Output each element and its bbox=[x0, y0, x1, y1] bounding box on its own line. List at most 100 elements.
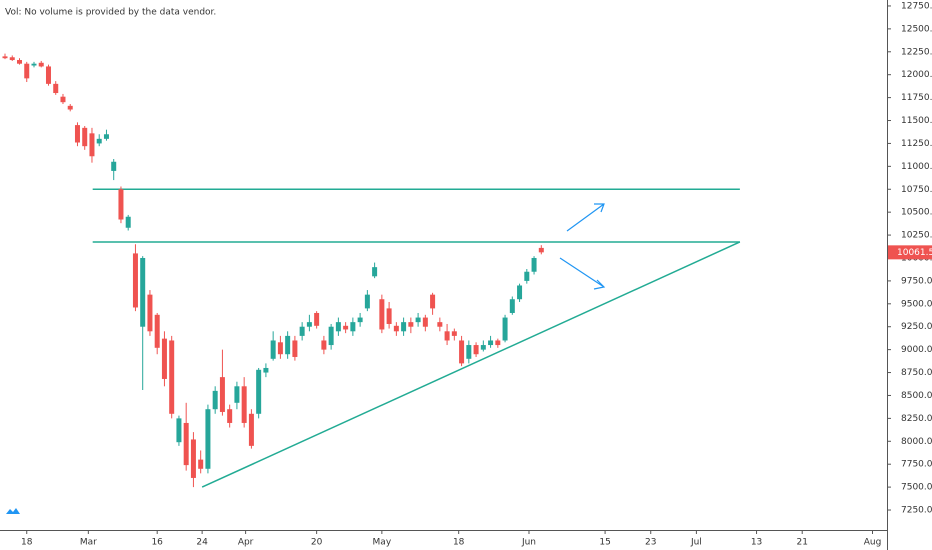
candle-body bbox=[509, 299, 515, 313]
candle-body bbox=[502, 317, 508, 341]
x-tick-label: Jun bbox=[521, 538, 536, 548]
candle-body bbox=[343, 325, 349, 330]
candle-body bbox=[357, 317, 363, 323]
candle-body bbox=[372, 267, 378, 277]
candle-body bbox=[31, 63, 37, 66]
y-tick-label: 8250.00 bbox=[901, 414, 932, 424]
candle-body bbox=[473, 345, 479, 355]
candle-body bbox=[430, 294, 436, 309]
candle-body bbox=[364, 294, 370, 309]
candle-body bbox=[270, 340, 276, 359]
candle-body bbox=[125, 216, 131, 228]
candle-body bbox=[176, 418, 182, 443]
candle-body bbox=[67, 105, 73, 110]
candle-body bbox=[386, 308, 392, 324]
arrows bbox=[559, 203, 606, 290]
logo-mark bbox=[6, 508, 20, 514]
candle-body bbox=[285, 335, 291, 355]
y-tick-label: 12750.00 bbox=[901, 1, 932, 11]
candle-body bbox=[227, 409, 233, 423]
x-tick-label: Jul bbox=[690, 538, 702, 548]
candle-body bbox=[415, 317, 421, 323]
y-tick-label: 12000.00 bbox=[901, 70, 932, 80]
x-tick-label: May bbox=[373, 538, 392, 548]
candle-body bbox=[393, 325, 399, 332]
candle-body bbox=[132, 253, 138, 308]
candle-body bbox=[9, 57, 15, 61]
y-tick-label: 11500.00 bbox=[901, 116, 932, 126]
trend-line bbox=[201, 241, 741, 488]
candle-body bbox=[444, 331, 450, 341]
x-tick-label: Mar bbox=[80, 538, 97, 548]
candle-body bbox=[538, 247, 544, 253]
candle-body bbox=[488, 340, 494, 346]
last-price-label: 10061.55 bbox=[897, 248, 932, 258]
y-tick-label: 10250.00 bbox=[901, 231, 932, 241]
x-tick-label: 23 bbox=[645, 538, 656, 548]
y-tick-label: 8750.00 bbox=[901, 368, 932, 378]
candle-body bbox=[459, 340, 465, 364]
candle-body bbox=[306, 322, 312, 327]
candle-body bbox=[2, 56, 8, 59]
candle-body bbox=[234, 386, 240, 403]
candle-body bbox=[60, 96, 66, 103]
candle-body bbox=[248, 413, 254, 446]
candle-body bbox=[205, 409, 211, 469]
candle-body bbox=[350, 322, 356, 332]
candle-body bbox=[161, 338, 167, 379]
candle-body bbox=[517, 285, 523, 300]
candle-body bbox=[111, 161, 117, 171]
candle-body bbox=[96, 138, 102, 144]
y-tick-label: 7500.00 bbox=[901, 483, 932, 493]
y-tick-label: 11250.00 bbox=[901, 139, 932, 149]
candle-body bbox=[263, 367, 269, 373]
candle-body bbox=[118, 189, 124, 220]
x-tick-label: Apr bbox=[238, 538, 254, 548]
candle-body bbox=[169, 340, 175, 414]
x-tick-label: 24 bbox=[196, 538, 208, 548]
x-tick-label: 18 bbox=[453, 538, 465, 548]
y-tick-label: 9000.00 bbox=[901, 345, 932, 355]
candle-body bbox=[198, 459, 204, 469]
candle-body bbox=[524, 271, 530, 281]
candle-body bbox=[321, 340, 327, 350]
x-tick-label: 20 bbox=[311, 538, 323, 548]
y-tick-label: 8500.00 bbox=[901, 391, 932, 401]
candle-body bbox=[74, 125, 80, 143]
candle-body bbox=[299, 326, 305, 336]
candle-body bbox=[335, 322, 341, 332]
candle-body bbox=[103, 134, 109, 139]
candle-body bbox=[408, 322, 414, 327]
candle-body bbox=[38, 62, 44, 67]
candle-body bbox=[219, 377, 225, 412]
y-tick-label: 10750.00 bbox=[901, 185, 932, 195]
candle-body bbox=[45, 66, 51, 84]
y-tick-label: 9250.00 bbox=[901, 322, 932, 332]
y-tick-label: 7750.00 bbox=[901, 460, 932, 470]
candle-body bbox=[212, 390, 218, 410]
last-price-box bbox=[888, 245, 932, 260]
candle-body bbox=[140, 257, 146, 327]
y-tick-label: 7250.00 bbox=[901, 506, 932, 516]
x-tick-label: 13 bbox=[751, 538, 762, 548]
y-tick-label: 12500.00 bbox=[901, 24, 932, 34]
logo bbox=[6, 508, 20, 514]
candle-body bbox=[314, 312, 320, 326]
y-tick-label: 8000.00 bbox=[901, 437, 932, 447]
x-tick-label: 18 bbox=[21, 538, 33, 548]
x-tick-label: 15 bbox=[599, 538, 610, 548]
candle-body bbox=[466, 345, 472, 359]
candle-body bbox=[328, 326, 334, 346]
candle-body bbox=[401, 322, 407, 332]
y-tick-label: 11750.00 bbox=[901, 93, 932, 103]
candle-body bbox=[531, 257, 537, 272]
y-tick-label: 9500.00 bbox=[901, 299, 932, 309]
candle-body bbox=[292, 340, 298, 357]
arrow-up bbox=[566, 203, 605, 232]
candle-body bbox=[16, 60, 22, 64]
candle-body bbox=[89, 133, 95, 157]
candle-body bbox=[24, 63, 30, 79]
candle-body bbox=[480, 345, 486, 350]
x-tick-label: 16 bbox=[151, 538, 163, 548]
